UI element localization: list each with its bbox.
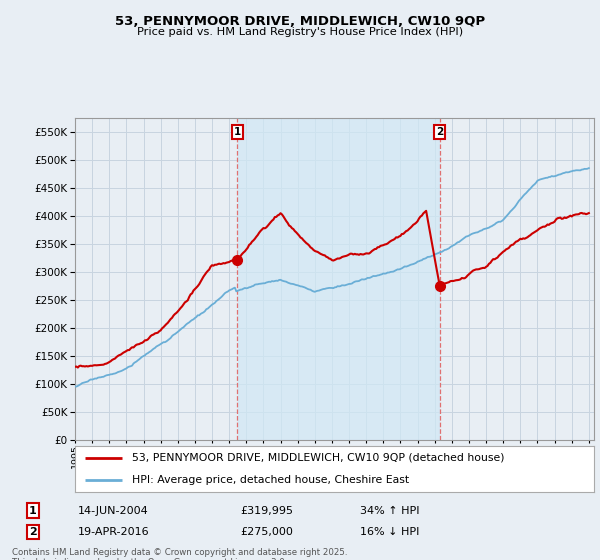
Text: 19-APR-2016: 19-APR-2016: [78, 527, 149, 537]
Text: 14-JUN-2004: 14-JUN-2004: [78, 506, 149, 516]
Text: HPI: Average price, detached house, Cheshire East: HPI: Average price, detached house, Ches…: [132, 475, 409, 485]
Text: 2: 2: [29, 527, 37, 537]
Text: 1: 1: [233, 127, 241, 137]
Text: 34% ↑ HPI: 34% ↑ HPI: [360, 506, 419, 516]
Text: 53, PENNYMOOR DRIVE, MIDDLEWICH, CW10 9QP: 53, PENNYMOOR DRIVE, MIDDLEWICH, CW10 9Q…: [115, 15, 485, 27]
Text: 16% ↓ HPI: 16% ↓ HPI: [360, 527, 419, 537]
Text: 2: 2: [436, 127, 443, 137]
Text: 53, PENNYMOOR DRIVE, MIDDLEWICH, CW10 9QP (detached house): 53, PENNYMOOR DRIVE, MIDDLEWICH, CW10 9Q…: [132, 452, 505, 463]
Text: Contains HM Land Registry data © Crown copyright and database right 2025.
This d: Contains HM Land Registry data © Crown c…: [12, 548, 347, 560]
Text: 1: 1: [29, 506, 37, 516]
Text: Price paid vs. HM Land Registry's House Price Index (HPI): Price paid vs. HM Land Registry's House …: [137, 27, 463, 37]
Text: £319,995: £319,995: [240, 506, 293, 516]
Text: £275,000: £275,000: [240, 527, 293, 537]
